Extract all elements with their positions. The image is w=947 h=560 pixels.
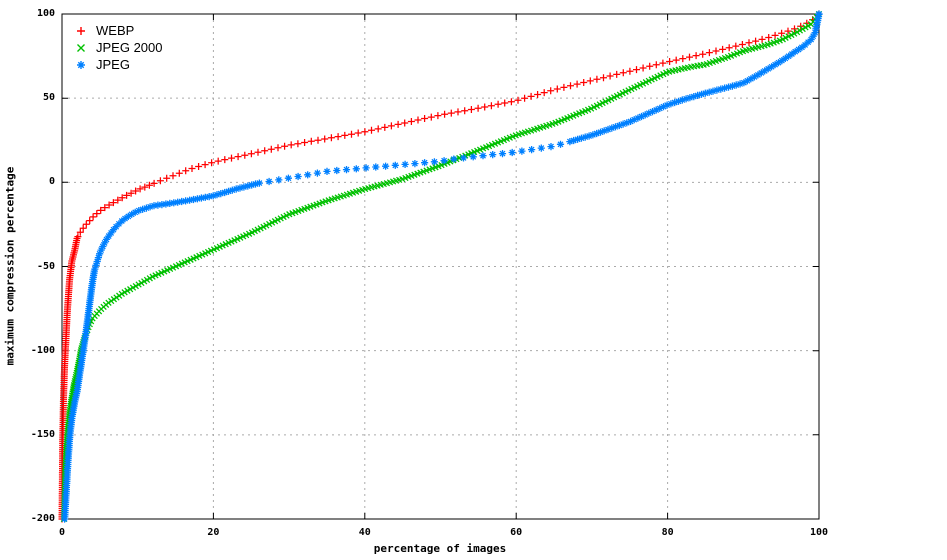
legend-label-webp: WEBP xyxy=(96,23,135,38)
x-tick-label-60: 60 xyxy=(510,527,523,538)
legend-label-jpeg-2000: JPEG 2000 xyxy=(96,40,163,55)
y-tick-label--50: -50 xyxy=(36,260,55,272)
y-tick-label--150: -150 xyxy=(30,428,55,440)
x-axis-title: percentage of images xyxy=(373,542,507,555)
y-tick-label-50: 50 xyxy=(42,92,55,104)
x-tick-label-20: 20 xyxy=(207,527,220,538)
legend: WEBP JPEG 2000 JPEG xyxy=(73,22,163,73)
jpeg-marker-icon xyxy=(77,60,85,69)
legend-item-jpeg-2000: JPEG 2000 xyxy=(73,39,163,56)
y-tick-label-0: 0 xyxy=(48,176,55,188)
x-tick-label-40: 40 xyxy=(358,527,371,538)
y-tick-label--100: -100 xyxy=(30,344,55,356)
y-tick-label--200: -200 xyxy=(30,513,55,524)
y-axis-title: maximum compression percentage xyxy=(3,166,17,366)
jpeg-2000-marker-icon xyxy=(77,43,85,52)
legend-item-jpeg: JPEG xyxy=(73,56,163,73)
x-tick-label-80: 80 xyxy=(661,527,674,538)
plot-border xyxy=(61,13,820,520)
legend-label-jpeg: JPEG xyxy=(96,57,130,72)
y-tick-label-100: 100 xyxy=(36,8,55,19)
x-tick-label-0: 0 xyxy=(58,527,66,538)
x-tick-label-100: 100 xyxy=(809,527,829,538)
legend-item-webp: WEBP xyxy=(73,22,163,39)
webp-marker-icon xyxy=(77,26,85,35)
series-jpeg-markers xyxy=(61,10,823,523)
